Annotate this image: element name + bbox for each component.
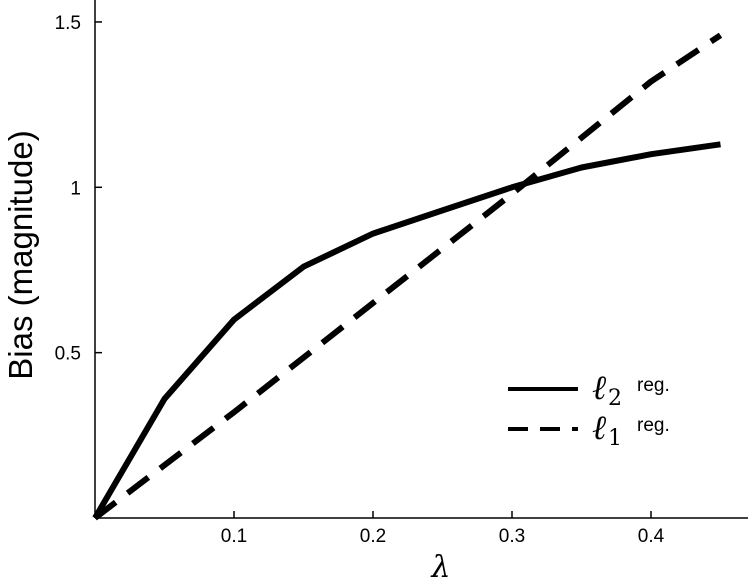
legend: ℓ 2 reg. ℓ 1 reg. [508, 368, 670, 451]
legend-entry-l1: ℓ 1 reg. [508, 408, 670, 451]
series-line-l2 [92, 141, 721, 520]
y-tick-label: 0.5 [55, 344, 81, 365]
y-tick-label: 1 [70, 178, 81, 199]
x-tick-label: 0.4 [638, 526, 665, 547]
legend-symbol-l2: ℓ [592, 368, 606, 408]
tick-group: 0.1 0.2 0.3 0.4 0.5 1 1.5 [55, 13, 665, 547]
legend-entry-l2: ℓ 2 reg. [508, 368, 670, 411]
y-tick-label: 1.5 [55, 13, 81, 34]
series-line-l1 [93, 32, 723, 521]
series-group [92, 32, 723, 521]
legend-label-l2: reg. [637, 375, 670, 396]
legend-subscript-l1: 1 [608, 426, 622, 451]
x-tick-label: 0.2 [360, 526, 386, 547]
y-axis-title: Bias (magnitude) [2, 130, 39, 379]
x-axis-title: λ [430, 550, 450, 585]
x-tick-label: 0.3 [499, 526, 525, 547]
legend-subscript-l2: 2 [608, 386, 622, 411]
x-tick-label: 0.1 [221, 526, 247, 547]
legend-symbol-l1: ℓ [592, 408, 606, 448]
legend-label-l1: reg. [637, 415, 670, 436]
